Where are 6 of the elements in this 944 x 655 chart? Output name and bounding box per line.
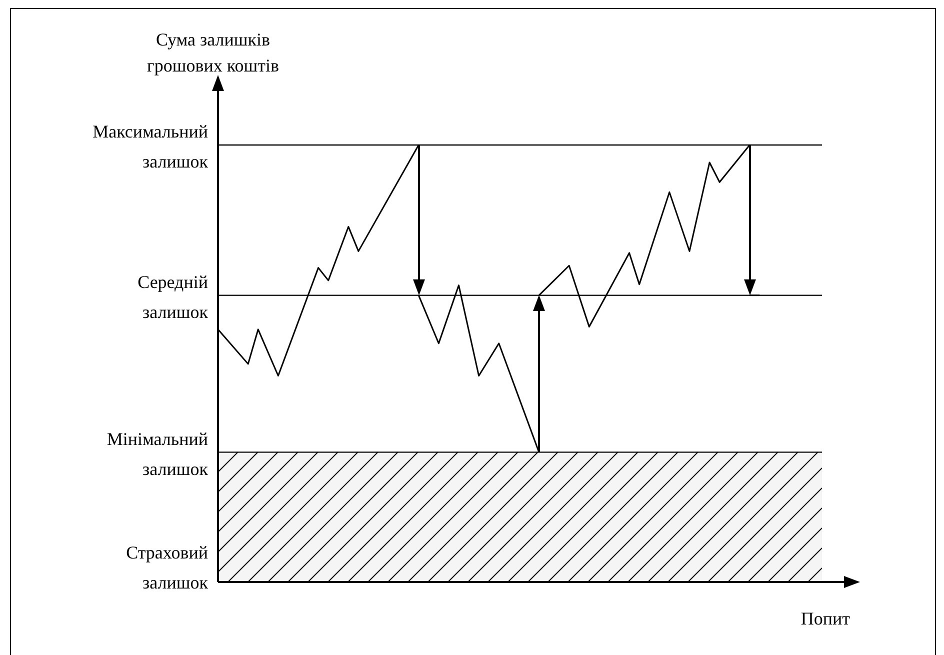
ref-line-label: Середній залишок <box>138 272 208 322</box>
ref-line-label: Максимальний залишок <box>92 122 208 172</box>
ref-line-label: Мінімальний залишок <box>106 428 208 479</box>
y-axis-title: Сума залишків грошових коштів <box>147 30 279 76</box>
band-label: Страховий залишок <box>126 542 208 593</box>
x-axis-title: Попит <box>800 608 850 629</box>
